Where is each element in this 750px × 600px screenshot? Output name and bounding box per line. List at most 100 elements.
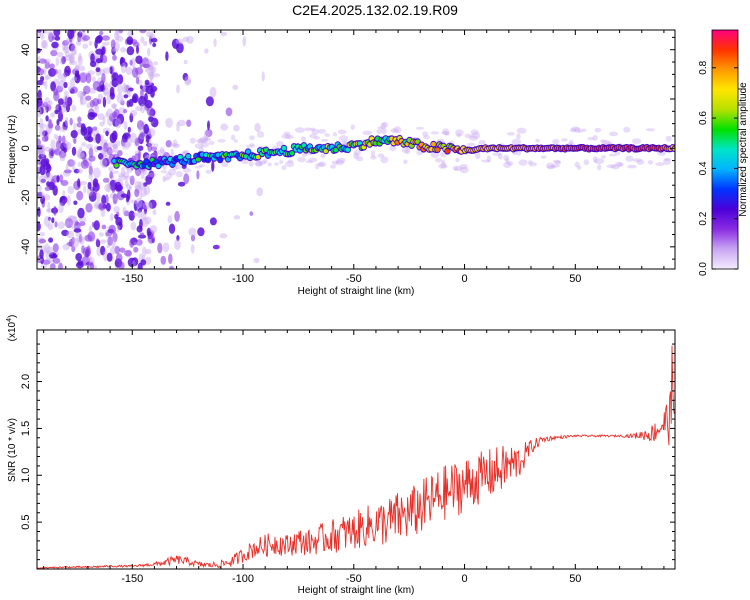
x-tick-label: -150 xyxy=(121,573,143,585)
noise-blob xyxy=(56,119,60,126)
noise-blob xyxy=(132,41,140,47)
noise-blob xyxy=(65,141,72,151)
chart-title: C2E4.2025.132.02.19.R09 xyxy=(292,2,458,18)
noise-blob xyxy=(139,232,145,237)
noise-blob xyxy=(120,56,124,67)
noise-blob xyxy=(45,164,52,172)
noise-blob xyxy=(153,61,158,66)
noise-blob xyxy=(64,50,70,58)
noise-blob xyxy=(71,146,77,156)
noise-blob xyxy=(67,215,75,221)
noise-blob xyxy=(87,181,92,190)
noise-blob xyxy=(101,35,110,41)
ridge-halo xyxy=(574,161,580,168)
ridge-halo xyxy=(221,161,229,168)
ridge-halo xyxy=(665,135,672,142)
noise-blob xyxy=(77,116,82,123)
ridge-halo xyxy=(577,129,583,133)
noise-blob xyxy=(120,167,126,177)
noise-blob xyxy=(136,120,145,131)
ridge-halo xyxy=(108,149,115,154)
noise-blob xyxy=(117,77,121,86)
noise-blob xyxy=(59,126,68,132)
noise-blob xyxy=(117,84,123,95)
noise-blob xyxy=(47,201,51,213)
noise-blob xyxy=(106,108,114,118)
noise-blob xyxy=(64,221,70,227)
noise-blob xyxy=(145,134,150,144)
noise-blob xyxy=(50,49,58,57)
noise-blob xyxy=(123,210,130,217)
noise-blob xyxy=(146,31,154,38)
noise-blob xyxy=(129,109,138,117)
noise-blob xyxy=(190,234,196,242)
noise-blob xyxy=(37,221,41,232)
noise-blob xyxy=(99,239,107,244)
noise-blob xyxy=(133,212,138,217)
noise-blob xyxy=(105,130,109,137)
noise-blob xyxy=(82,35,90,41)
noise-blob xyxy=(95,48,104,55)
colorbar-tick-label: 0.4 xyxy=(698,161,709,175)
ridge-halo xyxy=(471,132,481,139)
noise-blob xyxy=(144,79,150,86)
noise-blob xyxy=(116,224,120,233)
noise-blob xyxy=(102,96,107,108)
noise-blob xyxy=(81,142,87,147)
noise-blob xyxy=(183,173,190,185)
colorbar-tick-label: 0.0 xyxy=(698,262,709,276)
ridge-halo xyxy=(301,152,308,157)
noise-blob xyxy=(47,100,53,106)
noise-blob xyxy=(102,158,110,167)
ridge-halo xyxy=(459,164,468,170)
noise-blob xyxy=(168,223,176,234)
x-tick-label: 50 xyxy=(569,573,581,585)
noise-blob xyxy=(115,140,121,147)
noise-blob xyxy=(48,122,54,129)
noise-blob xyxy=(43,66,47,76)
noise-blob xyxy=(146,65,155,76)
noise-blob xyxy=(69,53,75,65)
noise-blob xyxy=(73,168,80,174)
noise-blob xyxy=(70,43,77,55)
ridge-halo xyxy=(342,140,348,146)
ridge-core xyxy=(415,139,420,144)
ridge-halo xyxy=(118,172,126,178)
noise-blob xyxy=(53,149,62,156)
noise-blob xyxy=(88,155,96,162)
noise-blob xyxy=(131,257,139,267)
noise-blob xyxy=(52,257,61,264)
noise-blob xyxy=(130,199,138,204)
noise-blob xyxy=(140,103,146,114)
ridge-halo xyxy=(430,151,440,158)
noise-blob xyxy=(174,210,180,222)
noise-blob xyxy=(81,255,90,266)
noise-blob xyxy=(128,98,134,107)
ridge-halo xyxy=(285,134,295,140)
ridge-halo xyxy=(208,141,215,145)
ridge-halo xyxy=(377,126,383,130)
noise-blob xyxy=(122,82,127,93)
noise-blob xyxy=(112,103,117,110)
ridge-halo xyxy=(380,122,387,130)
ridge-halo xyxy=(297,157,306,163)
noise-blob xyxy=(133,246,139,253)
noise-blob xyxy=(147,47,151,57)
noise-blob xyxy=(60,180,69,186)
ridge-halo xyxy=(505,157,510,164)
ridge-halo xyxy=(455,129,464,137)
noise-blob xyxy=(116,113,125,125)
noise-blob xyxy=(122,132,131,140)
ridge-halo xyxy=(353,152,360,160)
noise-blob xyxy=(67,30,75,40)
noise-blob xyxy=(111,48,119,53)
noise-blob xyxy=(134,180,142,190)
ridge-halo xyxy=(632,158,642,163)
noise-blob xyxy=(127,30,135,37)
ridge-halo xyxy=(456,133,462,138)
noise-blob xyxy=(73,215,78,224)
noise-blob xyxy=(114,118,122,129)
ridge-halo xyxy=(550,164,560,168)
ridge-halo xyxy=(606,164,616,169)
noise-blob xyxy=(74,73,81,84)
